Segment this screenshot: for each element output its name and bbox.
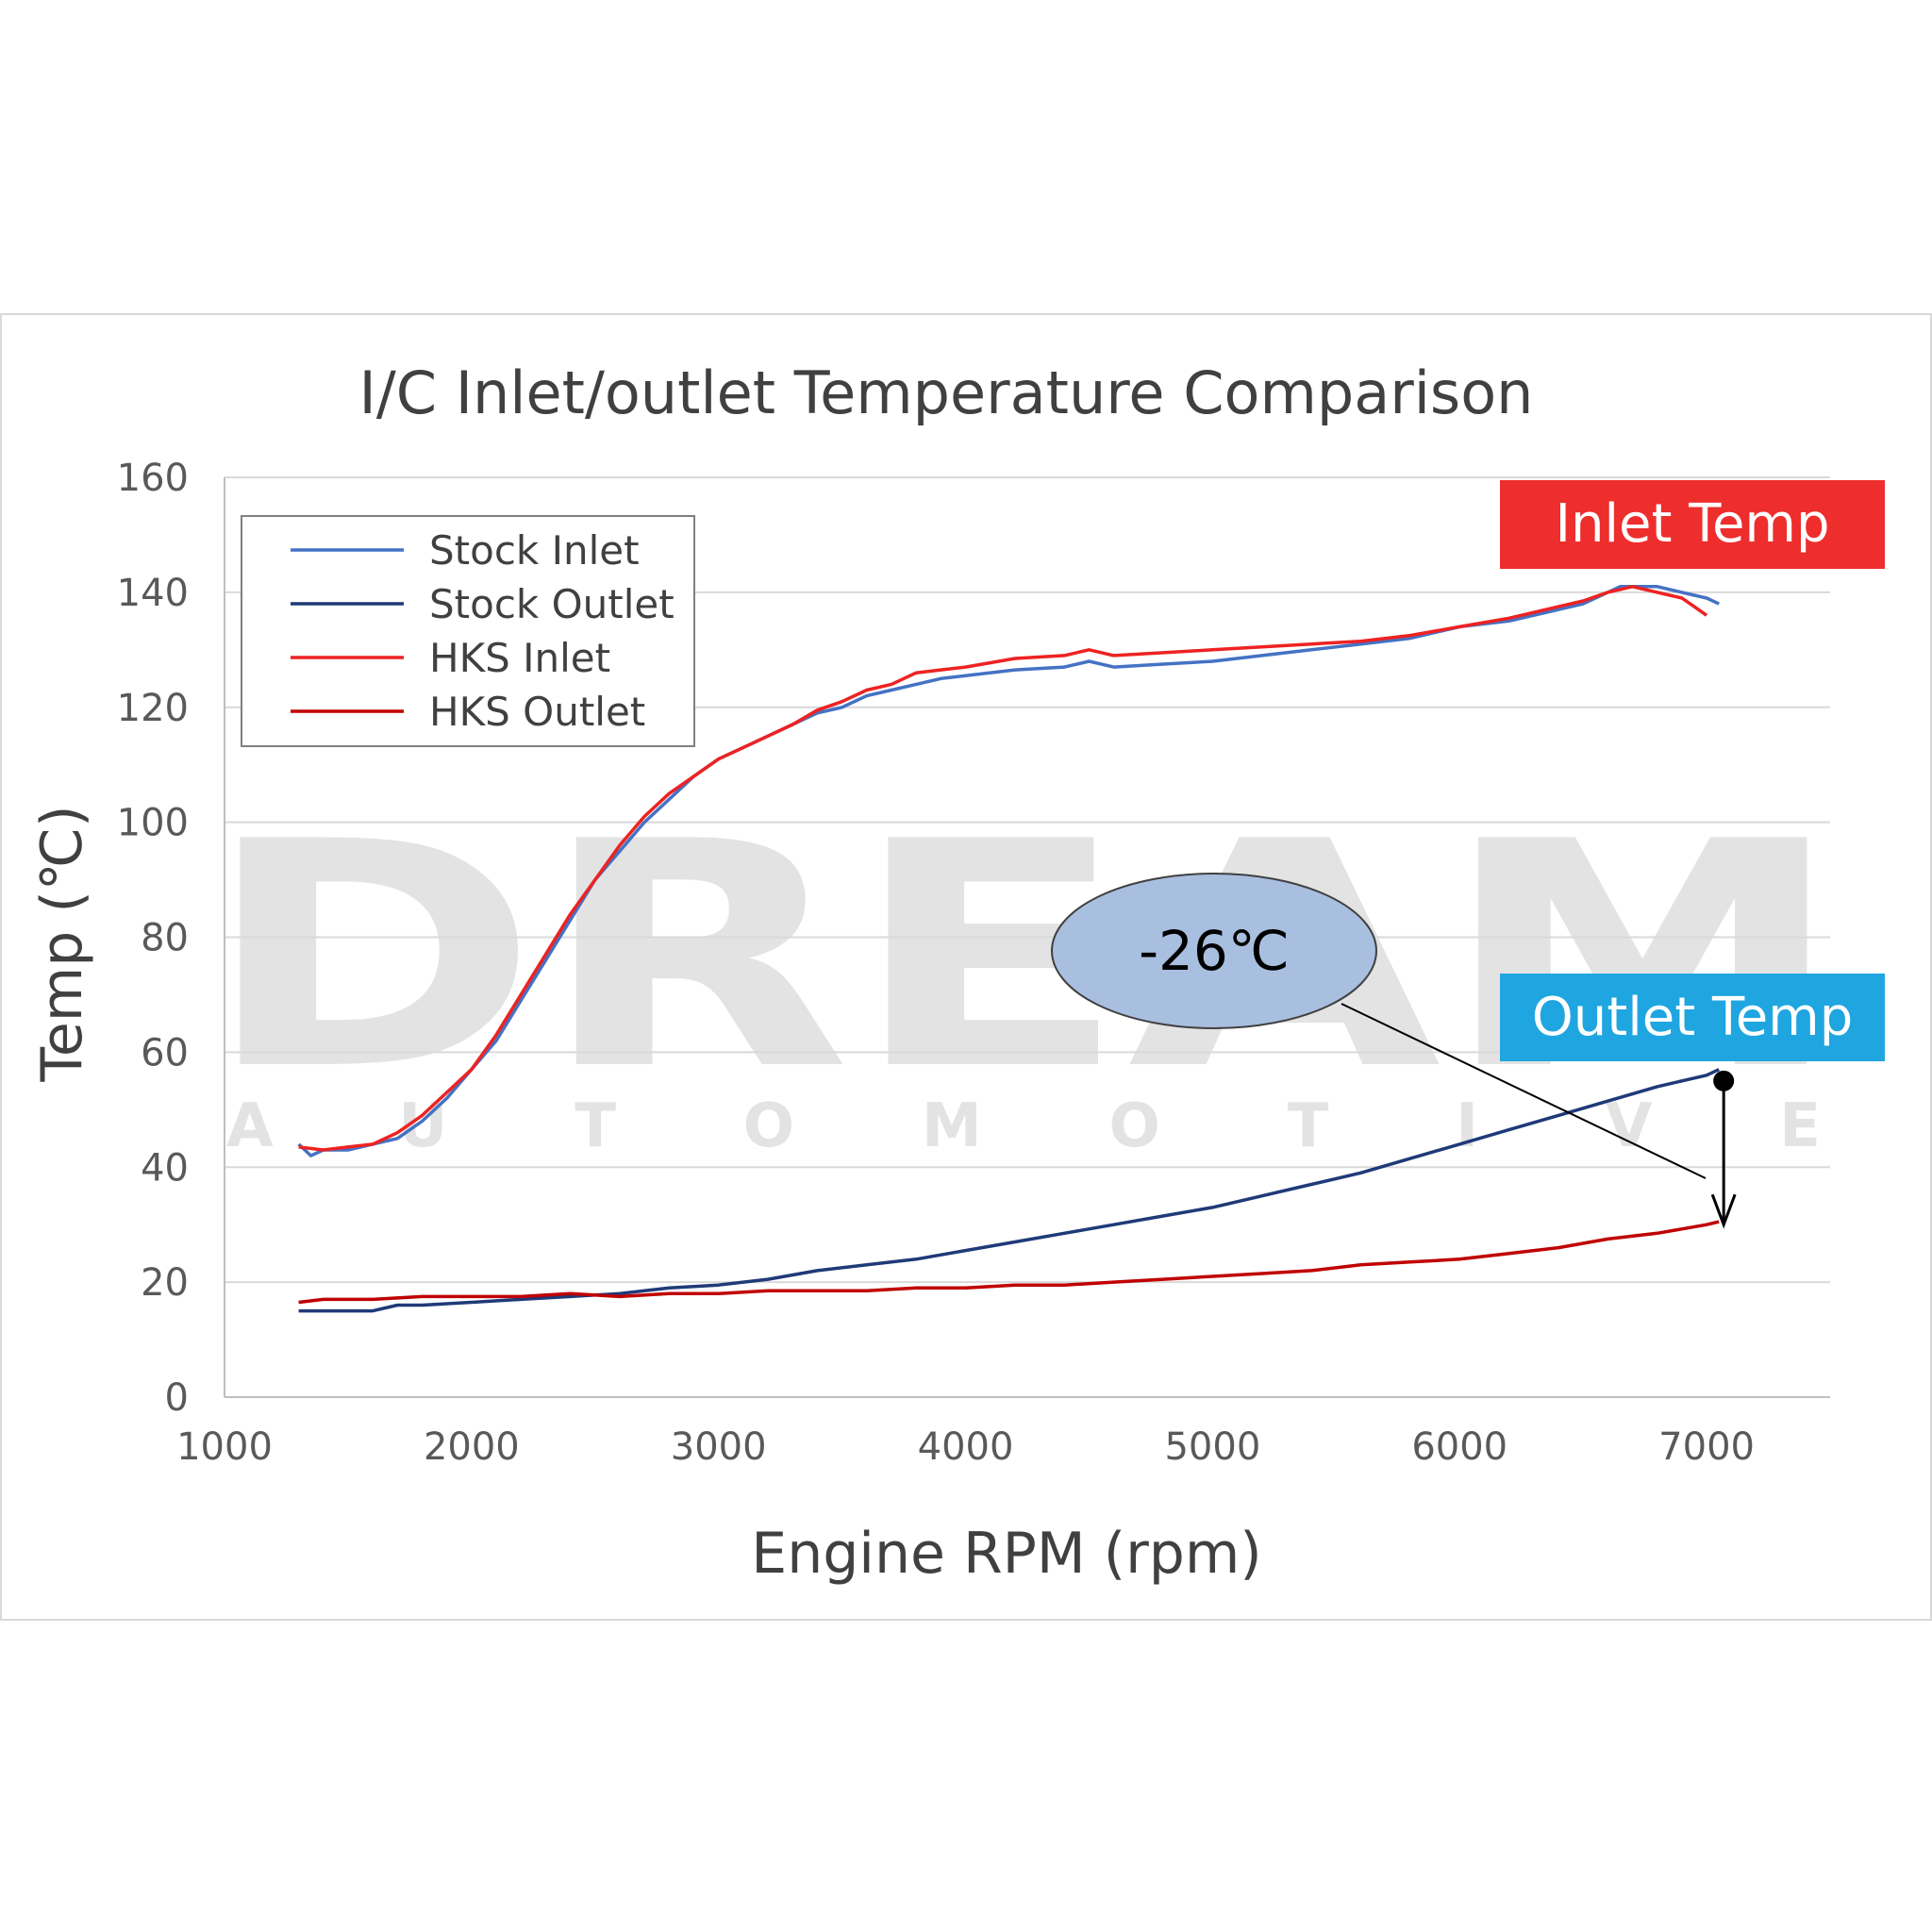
y-tick-label: 20	[141, 1261, 189, 1305]
series-line-stock-outlet	[298, 1068, 1720, 1313]
legend-label: Stock Outlet	[429, 581, 675, 627]
legend-box	[241, 515, 695, 747]
difference-callout: -26℃	[1051, 873, 1737, 1229]
y-tick-label: 140	[117, 572, 189, 615]
outlet-temp-label: Outlet Temp	[1500, 974, 1885, 1061]
x-tick-label: 2000	[424, 1425, 520, 1469]
y-tick-label: 0	[165, 1376, 189, 1420]
x-tick-label: 6000	[1411, 1425, 1507, 1469]
x-axis-title: Engine RPM (rpm)	[751, 1521, 1261, 1587]
y-axis-title: Temp (℃)	[29, 805, 95, 1082]
outlet-temp-label-box	[1500, 974, 1885, 1061]
legend-item-stock-inlet: Stock Inlet	[291, 527, 640, 574]
legend-item-hks-outlet: HKS Outlet	[291, 689, 645, 735]
callout-arrow-head	[1710, 1193, 1737, 1229]
y-tick-label: 160	[117, 457, 189, 500]
legend-item-stock-outlet: Stock Outlet	[291, 581, 675, 627]
x-tick-label: 3000	[671, 1425, 767, 1469]
callout-text: -26℃	[1139, 919, 1290, 983]
chart-title: I/C Inlet/outlet Temperature Comparison	[359, 358, 1534, 427]
y-tick-label: 80	[141, 917, 189, 960]
tick-labels: 0 20 40 60 80 100 120 140 160 1000 2000 3000 4000 500…	[117, 457, 1755, 1469]
callout-leader-line	[1341, 1003, 1707, 1179]
legend-label: HKS Outlet	[429, 689, 645, 735]
x-tick-label: 1000	[176, 1425, 273, 1469]
series-line-hks-outlet	[298, 1220, 1720, 1305]
inlet-temp-label-text: Inlet Temp	[1555, 493, 1829, 555]
legend-label: HKS Inlet	[429, 635, 610, 681]
inlet-temp-label-box	[1500, 480, 1885, 569]
y-tick-label: 120	[117, 687, 189, 730]
series-line-hks-inlet	[298, 585, 1708, 1152]
legend: Stock Inlet Stock Outlet HKS Inlet HKS Outl…	[241, 515, 695, 747]
y-tick-label: 100	[117, 802, 189, 845]
legend-item-hks-inlet: HKS Inlet	[291, 635, 610, 681]
series-layer	[297, 585, 1720, 1313]
callout-bubble	[1051, 873, 1377, 1029]
legend-label: Stock Inlet	[429, 527, 640, 574]
y-tick-label: 40	[141, 1146, 189, 1190]
watermark-main-text: DREAM	[203, 775, 1844, 1138]
outlet-temp-label-text: Outlet Temp	[1532, 987, 1854, 1048]
x-tick-label: 4000	[918, 1425, 1014, 1469]
inlet-temp-label: Inlet Temp	[1500, 480, 1885, 569]
x-tick-label: 5000	[1164, 1425, 1260, 1469]
y-tick-label: 60	[141, 1031, 189, 1074]
x-tick-label: 7000	[1658, 1425, 1755, 1469]
